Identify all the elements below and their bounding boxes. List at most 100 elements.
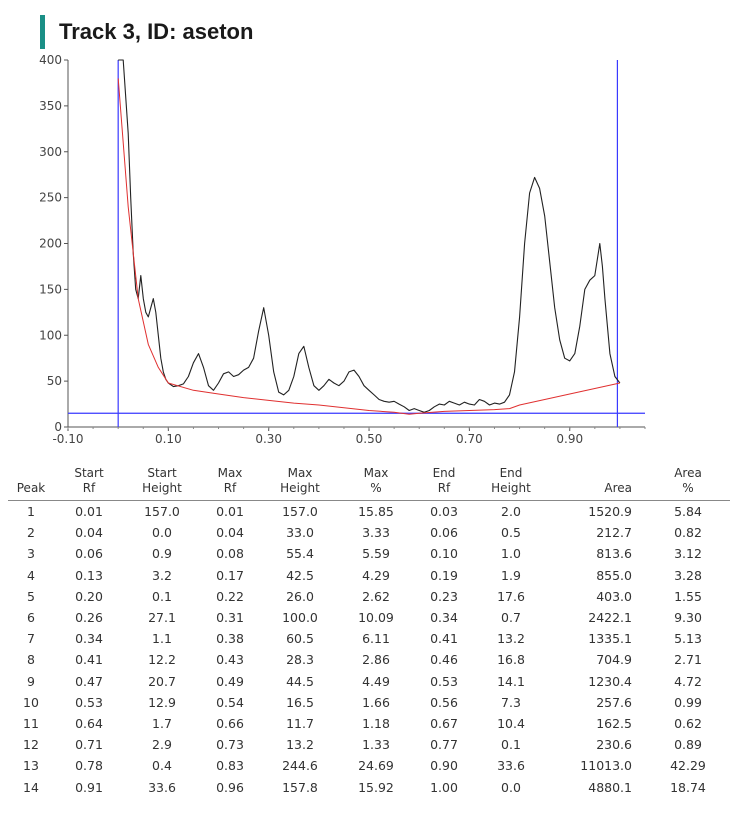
track-color-bar xyxy=(40,15,45,49)
table-header-row: Peak Start Rf Start Height Max Rf Max Height Max%… xyxy=(8,466,730,501)
table-cell: 5.59 xyxy=(362,546,390,562)
column-header-line-2: Area xyxy=(604,481,632,495)
table-cell: 162.5 xyxy=(596,715,632,731)
table-cell: 1230.4 xyxy=(588,673,632,689)
table-cell: 6 xyxy=(27,610,35,626)
table-cell: 0.73 xyxy=(216,737,244,753)
y-tick-label: 150 xyxy=(39,282,62,296)
table-cell: 33.6 xyxy=(497,758,525,774)
table-cell: 1.18 xyxy=(362,715,390,731)
table-cell: 10.4 xyxy=(497,715,525,731)
table-cell: 0.49 xyxy=(216,673,244,689)
table-row: 2 0.04 0.0 0.04 33.0 3.33 0.06 0.5 212.7 0.82 xyxy=(8,522,730,543)
y-tick-label: 50 xyxy=(47,374,62,388)
column-header: Max Height xyxy=(260,466,340,501)
table-cell: 3.28 xyxy=(674,567,702,583)
column-header: Start Height xyxy=(124,466,200,501)
table-cell: 0.41 xyxy=(75,652,103,668)
table-cell: 0.53 xyxy=(430,673,458,689)
table-row: 1 0.01 157.0 0.01 157.0 15.85 0.03 2.0 1520.9 5.8… xyxy=(8,501,730,523)
table-cell: 1.7 xyxy=(152,715,172,731)
table-cell: 0.01 xyxy=(75,504,103,520)
table-cell: 33.6 xyxy=(148,779,176,795)
table-cell: 0.0 xyxy=(501,779,521,795)
chart-title-wrap: Track 3, ID: aseton xyxy=(40,14,253,50)
table-cell: 17.6 xyxy=(497,588,525,604)
x-tick-label: 0.50 xyxy=(356,432,383,446)
table-cell: 0.1 xyxy=(152,588,172,604)
table-cell: 0.04 xyxy=(216,525,244,541)
table-cell: 1520.9 xyxy=(588,504,632,520)
table-cell: 0.04 xyxy=(75,525,103,541)
column-header-line-2: Height xyxy=(491,481,531,495)
table-cell: 0.99 xyxy=(674,694,702,710)
table-cell: 2 xyxy=(27,525,35,541)
table-cell: 0.77 xyxy=(430,737,458,753)
table-cell: 0.89 xyxy=(674,737,702,753)
column-header-line-1: Start xyxy=(147,466,177,480)
table-row: 5 0.20 0.1 0.22 26.0 2.62 0.23 17.6 403.0 1.55 xyxy=(8,586,730,607)
table-cell: 9 xyxy=(27,673,35,689)
table-cell: 5 xyxy=(27,588,35,604)
peak-table-wrap: Peak Start Rf Start Height Max Rf Max Height Max%… xyxy=(8,466,730,798)
column-header-line-1: Start xyxy=(74,466,104,480)
table-cell: 0.90 xyxy=(430,758,458,774)
table-cell: 4 xyxy=(27,567,35,583)
table-cell: 2.62 xyxy=(362,588,390,604)
column-header-line-2: Rf xyxy=(437,481,451,495)
table-cell: 55.4 xyxy=(286,546,314,562)
table-cell: 0.01 xyxy=(216,504,244,520)
column-header: End Height xyxy=(476,466,546,501)
table-cell: 0.56 xyxy=(430,694,458,710)
table-cell: 12.9 xyxy=(148,694,176,710)
table-cell: 0.54 xyxy=(216,694,244,710)
table-cell: 0.1 xyxy=(501,737,521,753)
table-cell: 7 xyxy=(27,631,35,647)
table-cell: 0.47 xyxy=(75,673,103,689)
table-cell: 16.5 xyxy=(286,694,314,710)
table-cell: 4.29 xyxy=(362,567,390,583)
y-tick-label: 250 xyxy=(39,191,62,205)
table-row: 9 0.47 20.7 0.49 44.5 4.49 0.53 14.1 1230.4 4.72 xyxy=(8,671,730,692)
table-row: 10 0.53 12.9 0.54 16.5 1.66 0.56 7.3 257.6 0.99 xyxy=(8,692,730,713)
table-cell: 0.62 xyxy=(674,715,702,731)
table-cell: 0.03 xyxy=(430,504,458,520)
table-cell: 0.96 xyxy=(216,779,244,795)
column-header-line-2: Peak xyxy=(16,481,46,495)
table-cell: 0.08 xyxy=(216,546,244,562)
table-cell: 2.86 xyxy=(362,652,390,668)
table-cell: 0.06 xyxy=(75,546,103,562)
table-cell: 4.49 xyxy=(362,673,390,689)
y-tick-label: 300 xyxy=(39,145,62,159)
table-row: 4 0.13 3.2 0.17 42.5 4.29 0.19 1.9 855.0 3.28 xyxy=(8,565,730,586)
table-cell: 13.2 xyxy=(286,737,314,753)
table-cell: 28.3 xyxy=(286,652,314,668)
table-cell: 1.1 xyxy=(152,631,172,647)
table-cell: 16.8 xyxy=(497,652,525,668)
table-cell: 26.0 xyxy=(286,588,314,604)
table-cell: 157.8 xyxy=(282,779,318,795)
table-cell: 157.0 xyxy=(144,504,180,520)
table-cell: 1 xyxy=(27,504,35,520)
column-header-line-2: Height xyxy=(280,481,320,495)
axes: 0 50 100 150 200 250 300 350 400 -0.10 0.10 0.30 0.5… xyxy=(39,53,646,446)
table-cell: 0.26 xyxy=(75,610,103,626)
table-row: 13 0.78 0.4 0.83 244.6 24.69 0.90 33.6 11013.0 42… xyxy=(8,755,730,776)
table-cell: 0.41 xyxy=(430,631,458,647)
table-body: 1 0.01 157.0 0.01 157.0 15.85 0.03 2.0 1520.9 5.8… xyxy=(8,501,730,798)
table-cell: 4880.1 xyxy=(588,779,632,795)
table-cell: 6.11 xyxy=(362,631,390,647)
column-header: Max Rf xyxy=(200,466,260,501)
y-tick-label: 100 xyxy=(39,328,62,342)
table-cell: 11013.0 xyxy=(580,758,632,774)
table-cell: 157.0 xyxy=(282,504,318,520)
table-cell: 1.00 xyxy=(430,779,458,795)
x-tick-label: 0.10 xyxy=(155,432,182,446)
table-cell: 13.2 xyxy=(497,631,525,647)
table-cell: 33.0 xyxy=(286,525,314,541)
table-cell: 0.83 xyxy=(216,758,244,774)
table-row: 3 0.06 0.9 0.08 55.4 5.59 0.10 1.0 813.6 3.12 xyxy=(8,543,730,564)
table-cell: 2422.1 xyxy=(588,610,632,626)
table-cell: 0.78 xyxy=(75,758,103,774)
baseline-line xyxy=(117,78,621,415)
